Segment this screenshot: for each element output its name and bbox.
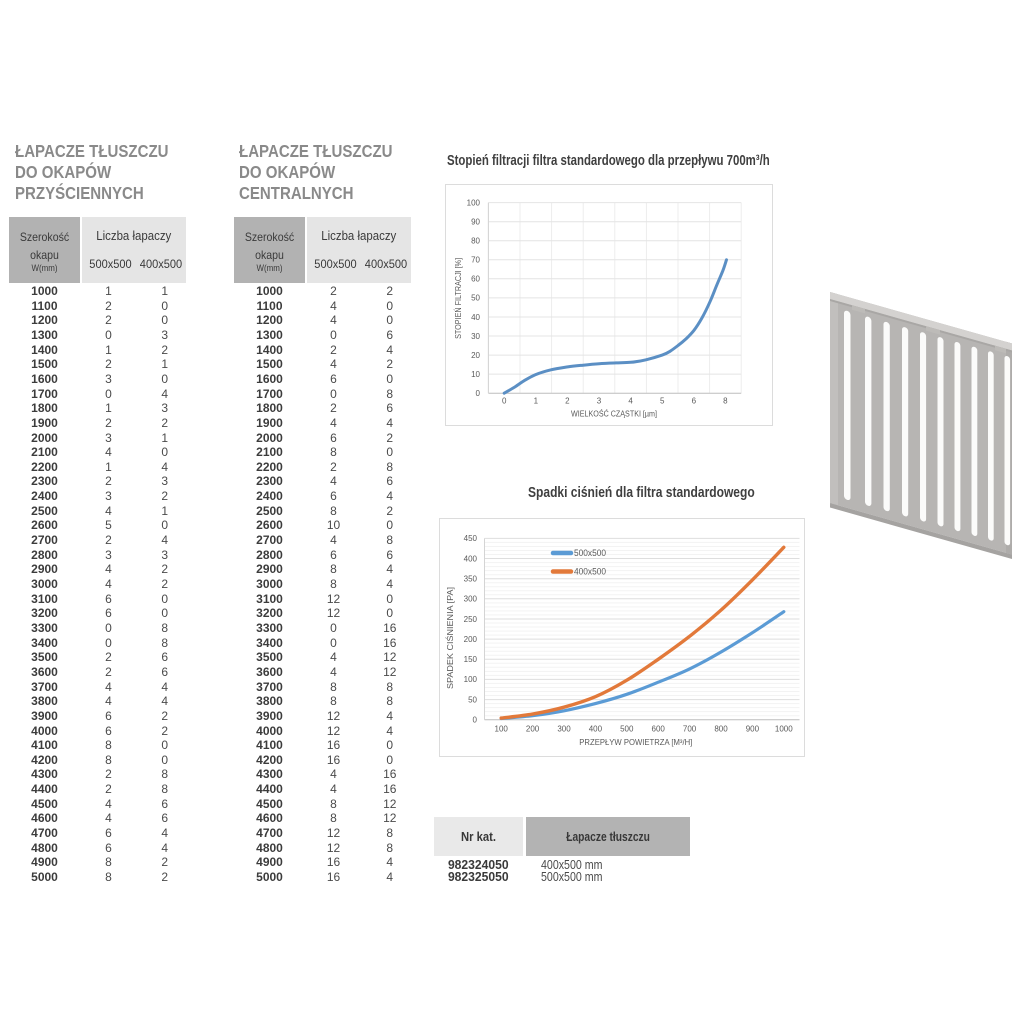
svg-text:50: 50 (471, 294, 480, 303)
svg-text:200: 200 (526, 725, 540, 734)
svg-text:400x500: 400x500 (574, 567, 606, 577)
svg-text:PRZEPŁYW POWIETRZA [M³/H]: PRZEPŁYW POWIETRZA [M³/H] (579, 738, 692, 747)
svg-text:80: 80 (471, 237, 480, 246)
svg-text:70: 70 (471, 256, 480, 265)
svg-text:4: 4 (628, 397, 633, 406)
svg-text:0: 0 (502, 397, 507, 406)
svg-text:500x500: 500x500 (574, 548, 606, 558)
svg-text:5: 5 (660, 397, 665, 406)
svg-text:100: 100 (464, 675, 478, 684)
svg-text:600: 600 (652, 725, 666, 734)
svg-text:200: 200 (464, 635, 478, 644)
svg-text:2: 2 (565, 397, 570, 406)
svg-text:700: 700 (683, 725, 697, 734)
svg-text:300: 300 (557, 725, 571, 734)
svg-text:STOPIEŃ FILTRACJI [%]: STOPIEŃ FILTRACJI [%] (454, 258, 463, 339)
svg-text:60: 60 (471, 275, 480, 284)
svg-text:SPADEK CIŚNIENIA [PA]: SPADEK CIŚNIENIA [PA] (446, 587, 455, 689)
svg-text:20: 20 (471, 351, 480, 360)
svg-text:1: 1 (534, 397, 539, 406)
svg-text:1000: 1000 (775, 725, 793, 734)
svg-text:50: 50 (468, 695, 477, 704)
svg-text:6: 6 (692, 397, 697, 406)
svg-text:500: 500 (620, 725, 634, 734)
svg-text:90: 90 (471, 218, 480, 227)
svg-text:0: 0 (473, 716, 478, 725)
svg-text:3: 3 (597, 397, 602, 406)
svg-text:350: 350 (464, 575, 478, 584)
svg-text:8: 8 (723, 397, 728, 406)
svg-text:150: 150 (464, 655, 478, 664)
svg-text:900: 900 (746, 725, 760, 734)
svg-text:300: 300 (464, 595, 478, 604)
svg-text:40: 40 (471, 313, 480, 322)
svg-text:100: 100 (495, 725, 509, 734)
svg-text:400: 400 (464, 554, 478, 563)
svg-text:250: 250 (464, 615, 478, 624)
svg-text:400: 400 (589, 725, 603, 734)
svg-text:10: 10 (471, 370, 480, 379)
svg-text:800: 800 (714, 725, 728, 734)
svg-text:450: 450 (464, 534, 478, 543)
svg-text:100: 100 (467, 198, 481, 207)
svg-text:30: 30 (471, 332, 480, 341)
svg-text:0: 0 (476, 389, 481, 398)
svg-text:WIELKOŚĆ CZĄSTKI [µm]: WIELKOŚĆ CZĄSTKI [µm] (571, 410, 657, 419)
